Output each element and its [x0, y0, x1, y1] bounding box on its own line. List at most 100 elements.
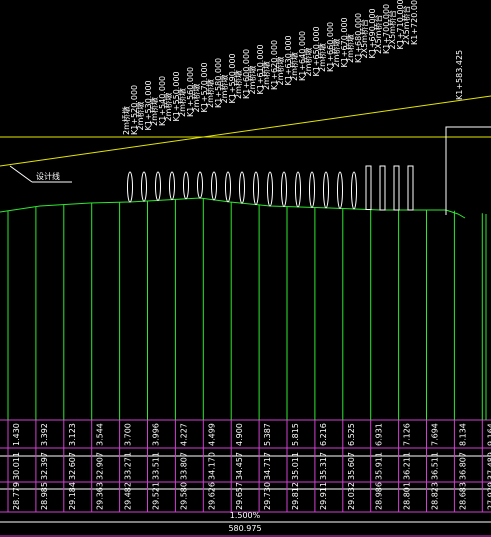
pier-station: K1+570.000 [200, 62, 209, 112]
pier [197, 171, 203, 199]
pier-type: 2m桥墩 [121, 106, 131, 135]
table-cell: 6.216 [319, 423, 328, 446]
pier [169, 171, 175, 201]
pier-type: 2m桥墩 [261, 61, 271, 90]
pier-type: 2m桥墩 [275, 57, 285, 86]
table-cell: 5.815 [291, 423, 300, 446]
table-cell: 35.607 [347, 452, 356, 480]
pier-station: K1+680.000 [354, 13, 363, 63]
table-cell: 27.929 [486, 482, 491, 510]
ground-line [0, 197, 466, 219]
pier-type: 2X5m桥台 [401, 6, 411, 45]
pier-station: K1+720.000 [410, 0, 419, 45]
table-cell: 29.363 [96, 482, 105, 510]
design-line [0, 95, 491, 167]
pier-type: 2m桥墩 [149, 97, 159, 126]
pier [141, 171, 147, 202]
pier-station: K1+590.000 [228, 53, 237, 103]
table-cell: 28.985 [40, 482, 49, 510]
table-cell: 7.694 [431, 423, 440, 446]
table-cell: 3.392 [40, 423, 49, 446]
pier [351, 171, 357, 210]
end-label: K1+583.425 [455, 50, 464, 100]
pier-station: K1+530.000 [144, 80, 153, 130]
pier-type: 2X5m桥台 [373, 15, 383, 54]
table-cell: 29.657 [235, 482, 244, 510]
table-cell: 28.823 [431, 482, 440, 510]
abutment-pier [407, 165, 414, 211]
table-cell: 32.397 [40, 452, 49, 480]
pier [309, 171, 315, 208]
table-cell: 35.911 [375, 452, 384, 480]
pier-type: 2m桥墩 [191, 84, 201, 113]
pier [337, 171, 343, 209]
pier [323, 171, 329, 209]
pier [295, 171, 301, 208]
pier [183, 171, 189, 200]
table-cell: 8.134 [458, 423, 467, 446]
pier-station: K1+600.000 [242, 49, 251, 99]
table-cell: 32.607 [68, 452, 77, 480]
table-cell: 29.032 [347, 482, 356, 510]
pier-type: 2m桥墩 [317, 43, 327, 72]
table-cell: 3.996 [152, 423, 161, 446]
table-cell: 36.511 [431, 452, 440, 480]
pier-type: 2m桥墩 [219, 75, 229, 104]
table-cell: 29.580 [179, 482, 188, 510]
pier-station: K1+690.000 [368, 8, 377, 58]
pier-station: K1+620.000 [270, 40, 279, 90]
table-cell: 29.521 [152, 482, 161, 510]
table-cell: 34.170 [207, 452, 216, 480]
length: 580.975 [228, 524, 261, 533]
table-cell: 29.184 [68, 482, 77, 510]
pier [267, 171, 273, 207]
pier-station: K1+540.000 [158, 76, 167, 126]
pier-type: 2m桥墩 [247, 66, 257, 95]
table-cell: 35.011 [291, 452, 300, 480]
table-cell: 4.227 [179, 423, 188, 446]
table-cell: 28.683 [458, 482, 467, 510]
pier [253, 171, 259, 206]
abutment-pier [393, 165, 400, 211]
table-cell: 3.544 [96, 423, 105, 446]
table-cell: 37.489 [486, 452, 491, 480]
pier-type: 2m桥墩 [177, 88, 187, 117]
pier-station: K1+710.000 [396, 0, 405, 50]
pier [281, 171, 287, 207]
abutment [445, 126, 491, 215]
table-cell: 1.430 [12, 423, 21, 446]
table-cell: 4.499 [207, 423, 216, 446]
pier-type: 2m桥墩 [303, 48, 313, 77]
pier-station: K1+550.000 [172, 71, 181, 121]
table-cell: 35.317 [319, 452, 328, 480]
pier-station: K1+650.000 [312, 26, 321, 76]
table-cell: 32.907 [96, 452, 105, 480]
table-cell: 34.717 [263, 452, 272, 480]
pier-type: 2m桥墩 [135, 102, 145, 131]
pier-station: K1+700.000 [382, 4, 391, 54]
table-cell: 30.011 [12, 452, 21, 480]
abutment-pier [379, 165, 386, 211]
table-cell: 3.700 [124, 423, 133, 446]
table-cell: 36.211 [403, 452, 412, 480]
table-cell: 36.807 [458, 452, 467, 480]
design-line-label: 设计线 [36, 171, 60, 181]
pier-station: K1+520.000 [130, 85, 139, 135]
pier [127, 171, 133, 203]
table-cell: 4.900 [235, 423, 244, 446]
table-cell: 33.271 [124, 452, 133, 480]
table-cell: 6.931 [375, 423, 384, 446]
pier-station: K1+560.000 [186, 67, 195, 117]
pier-station: K1+670.000 [340, 17, 349, 67]
pier-station: K1+580.000 [214, 58, 223, 108]
pier [155, 171, 161, 201]
leader [9, 165, 33, 183]
pier-station: K1+660.000 [326, 22, 335, 72]
table-cell: 29.911 [319, 482, 328, 510]
pier-type: 2m桥墩 [205, 79, 215, 108]
table-cell: 29.626 [207, 482, 216, 510]
table-cell: 3.123 [68, 423, 77, 446]
table-cell: 28.801 [403, 482, 412, 510]
table-cell: 28.986 [375, 482, 384, 510]
